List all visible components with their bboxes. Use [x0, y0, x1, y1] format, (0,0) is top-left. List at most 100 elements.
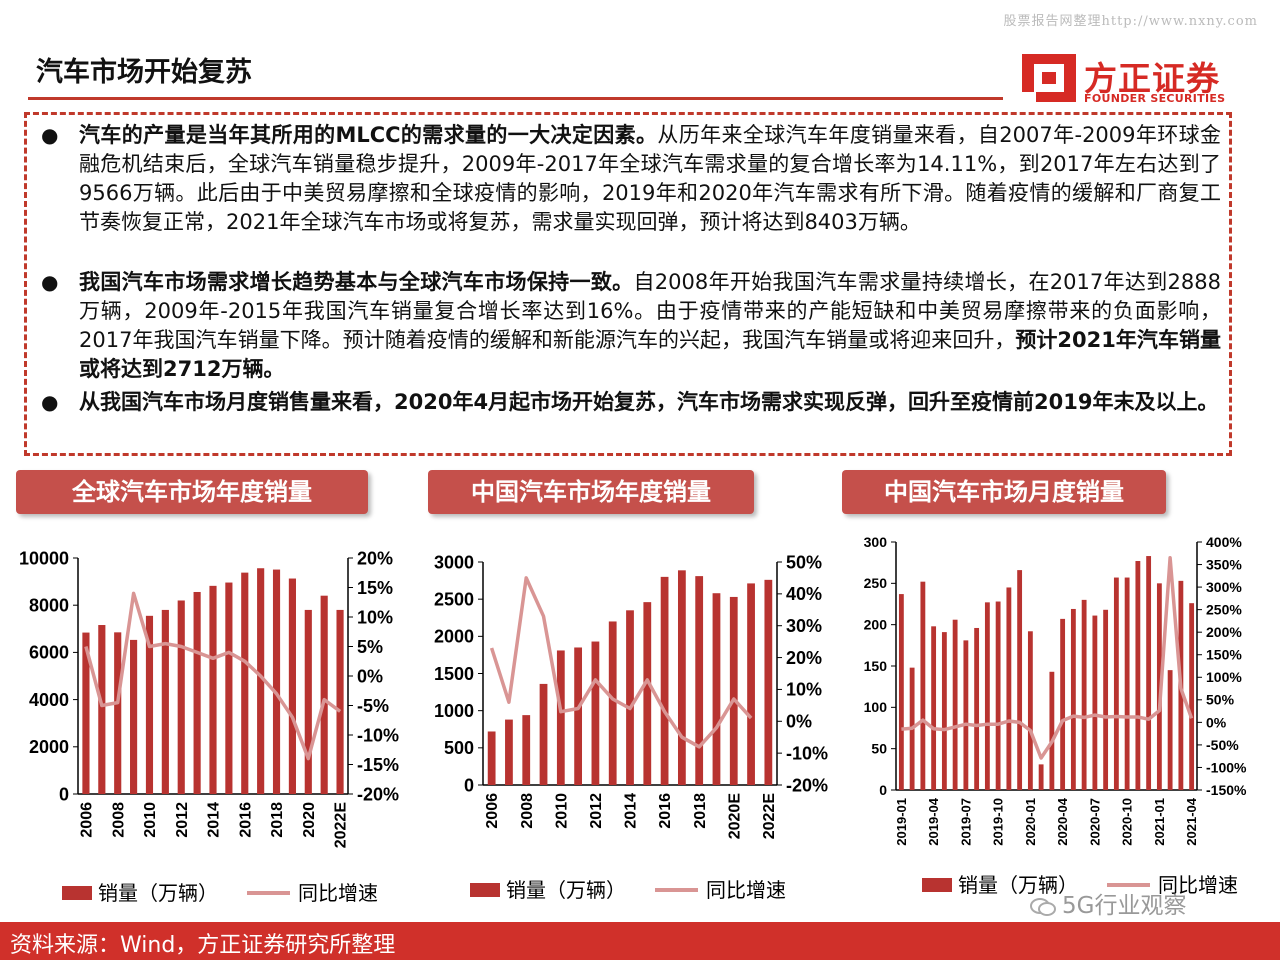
x-tick-label: 2019-04: [926, 797, 941, 845]
left-tick-label: 4000: [29, 690, 69, 710]
left-tick-label: 8000: [29, 596, 69, 616]
wechat-watermark: 5G行业观察: [1030, 886, 1186, 920]
x-tick-label: 2012: [588, 793, 605, 829]
bar: [288, 578, 296, 794]
bar: [1189, 603, 1195, 790]
watermark: 股票报告网整理http://www.nxny.com: [1003, 14, 1258, 29]
bar: [161, 609, 169, 794]
right-tick-label: 250%: [1206, 602, 1242, 618]
bullet-2-bold: 我国汽车市场需求增长趋势基本与全球汽车市场保持一致。: [79, 270, 634, 294]
right-tick-label: 350%: [1206, 556, 1242, 572]
bar: [591, 641, 600, 785]
bar: [304, 609, 312, 794]
x-tick-label: 2020-04: [1055, 797, 1070, 845]
x-tick-label: 2021-04: [1184, 797, 1199, 845]
left-tick-label: 0: [59, 784, 69, 804]
right-tick-label: 100%: [1206, 669, 1242, 685]
bar: [257, 568, 265, 794]
x-tick-label: 2010: [142, 802, 159, 838]
bar: [336, 609, 344, 794]
bar: [1017, 570, 1023, 790]
yoy-growth-line: [489, 576, 753, 749]
china-annual-sales-chart: 0 500 1000 1500 2000 2500 3000 -20% -10% 0% 10% 20%…: [434, 552, 828, 902]
bar: [643, 602, 652, 785]
bar: [98, 625, 106, 794]
bullet-1-bold: 汽车的产量是当年其所用的MLCC的需求量的一大决定因素。: [79, 123, 658, 147]
founder-logo-icon: [1022, 54, 1076, 102]
x-tick-label: 2010: [553, 793, 570, 829]
bullet-dot: ●: [41, 390, 59, 414]
x-tick-label: 2020-01: [1023, 798, 1038, 846]
bar: [931, 626, 937, 790]
right-tick-label: -20%: [357, 784, 399, 804]
bar: [747, 583, 755, 785]
bar: [729, 596, 738, 785]
left-tick-label: 0: [464, 775, 474, 795]
left-tick-label: 500: [444, 738, 474, 758]
bar: [241, 572, 249, 794]
bullet-dot: ●: [41, 123, 59, 147]
right-tick-label: -20%: [786, 775, 828, 795]
bar: [209, 585, 217, 794]
bar: [952, 619, 958, 790]
bar: [984, 602, 990, 790]
right-tick-label: -5%: [357, 696, 389, 716]
right-tick-label: 20%: [357, 548, 393, 568]
x-tick-label: 2021-01: [1152, 798, 1167, 846]
legend-line-label: 同比增速: [706, 878, 786, 902]
bullet-1-text: 从历年来全球汽车年度销量来看，自2007年-2009年环球金融危机结束后，全球汽…: [79, 123, 1221, 234]
bar: [505, 719, 513, 785]
bar: [1070, 608, 1076, 790]
china-monthly-sales-chart: 0 50 100 150 200 250 300 -150% -100% -50% 0% 50% 100…: [864, 534, 1247, 897]
left-tick-label: 250: [864, 575, 888, 591]
bar: [556, 650, 565, 785]
bar: [1049, 671, 1055, 790]
bar: [1146, 556, 1152, 790]
right-tick-label: 5%: [357, 637, 383, 657]
source-note: 资料来源：Wind，方正证券研究所整理: [10, 933, 396, 958]
bar: [539, 683, 548, 785]
right-tick-label: 20%: [786, 648, 822, 668]
left-tick-label: 10000: [19, 548, 69, 568]
bar: [712, 593, 721, 785]
summary-box: ● 汽车的产量是当年其所用的MLCC的需求量的一大决定因素。从历年来全球汽车年度…: [24, 112, 1232, 456]
left-tick-label: 6000: [29, 643, 69, 663]
china-annual-chart-header: 中国汽车市场年度销量: [428, 470, 754, 514]
x-tick-label: 2014: [623, 793, 640, 829]
bar: [1167, 670, 1173, 790]
right-tick-label: 0%: [1206, 714, 1227, 730]
x-tick-label: 2014: [206, 802, 223, 838]
x-tick-label: 2012: [174, 802, 191, 838]
bullet-2-text: 自2008年开始我国汽车需求量持续增长，在2017年达到2888万辆，2009年…: [79, 270, 1221, 352]
wechat-label: 5G行业观察: [1062, 893, 1187, 919]
wechat-icon: [1030, 897, 1056, 916]
bullet-3: 从我国汽车市场月度销售量来看，2020年4月起市场开始复苏，汽车市场需求实现反弹…: [79, 388, 1221, 417]
x-tick-label: 2020: [301, 802, 318, 838]
bar: [995, 601, 1001, 790]
logo-cn-text: 方正证券: [1084, 59, 1220, 98]
right-tick-label: -100%: [1206, 759, 1247, 775]
bar: [1081, 599, 1087, 790]
left-tick-label: 300: [864, 534, 888, 550]
bar: [608, 621, 617, 785]
founder-logo: 方正证券 FOUNDER SECURITIES: [1022, 52, 1252, 112]
right-tick-label: -10%: [357, 725, 399, 745]
legend-line-label: 同比增速: [298, 881, 378, 905]
x-tick-label: 2019-01: [894, 798, 909, 846]
x-tick-label: 2019-07: [958, 798, 973, 846]
legend-bar-swatch: [62, 886, 92, 900]
bullet-2: 我国汽车市场需求增长趋势基本与全球汽车市场保持一致。自2008年开始我国汽车需求…: [79, 268, 1221, 384]
yoy-growth-line: [901, 556, 1194, 760]
bar: [1006, 587, 1012, 790]
right-tick-label: 30%: [786, 616, 822, 636]
bar: [941, 632, 947, 790]
bar: [574, 647, 583, 785]
bar: [963, 640, 969, 790]
right-tick-label: 15%: [357, 578, 393, 598]
x-tick-label: 2020-07: [1087, 798, 1102, 846]
bullet-3-bold: 从我国汽车市场月度销售量来看，2020年4月起市场开始复苏，汽车市场需求实现反弹…: [79, 390, 1219, 414]
bar: [177, 600, 185, 794]
left-tick-label: 100: [864, 699, 888, 715]
bar: [626, 610, 634, 785]
page-title: 汽车市场开始复苏: [36, 57, 252, 88]
